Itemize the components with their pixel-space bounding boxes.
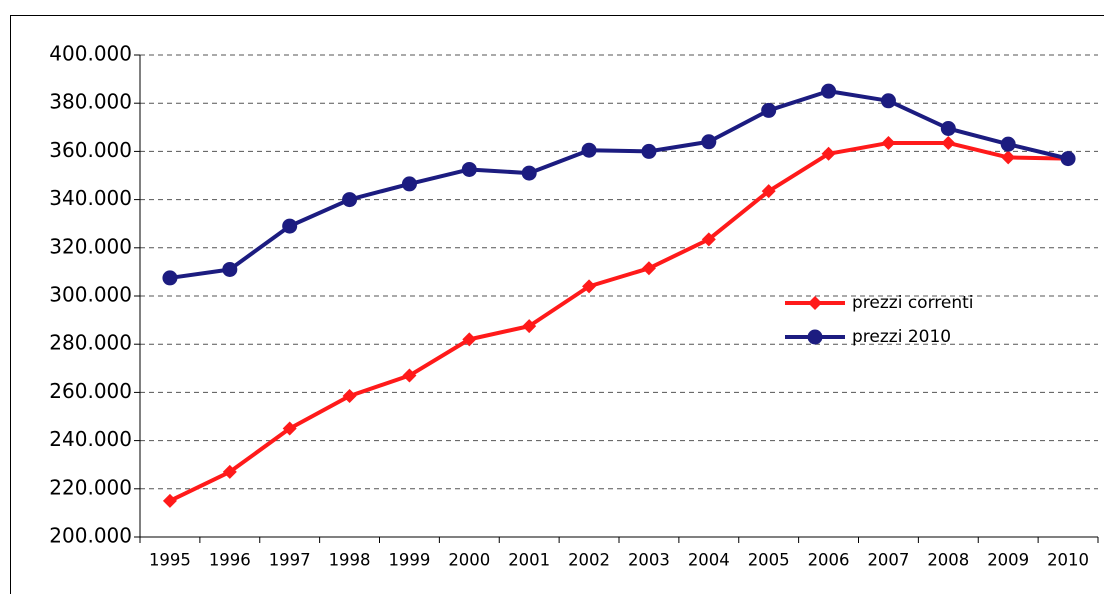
data-point — [641, 261, 656, 276]
data-point — [342, 192, 358, 208]
data-point — [821, 83, 837, 99]
x-tick-label: 1997 — [269, 551, 311, 570]
data-point — [402, 368, 417, 383]
y-tick-label: 200.000 — [49, 524, 132, 548]
y-tick-label: 320.000 — [49, 234, 132, 258]
series-line — [169, 140, 1069, 503]
y-tick-label: 280.000 — [49, 331, 132, 355]
data-point — [222, 261, 238, 277]
data-point — [282, 218, 298, 234]
y-tick-label: 240.000 — [49, 427, 132, 451]
data-point — [462, 332, 477, 347]
x-tick-label: 2002 — [568, 551, 610, 570]
x-tick-label: 1995 — [149, 551, 191, 570]
data-point — [941, 135, 956, 150]
y-tick-label: 260.000 — [49, 379, 132, 403]
legend-label: prezzi correnti — [852, 293, 974, 313]
x-tick-label: 1998 — [329, 551, 371, 570]
data-point — [282, 421, 297, 436]
data-point — [582, 279, 597, 294]
x-tick-label: 1999 — [388, 551, 430, 570]
data-point — [581, 142, 597, 158]
data-point — [521, 165, 537, 181]
y-tick-label: 380.000 — [49, 90, 132, 114]
x-tick-label: 2007 — [867, 551, 909, 570]
x-tick-label: 2001 — [508, 551, 550, 570]
data-point — [162, 493, 177, 508]
data-point — [162, 270, 178, 286]
legend-label: prezzi 2010 — [852, 327, 951, 347]
data-point — [701, 134, 717, 150]
x-tick-label: 2003 — [628, 551, 670, 570]
data-point — [401, 176, 417, 192]
x-tick-label: 2010 — [1047, 551, 1089, 570]
data-point — [522, 319, 537, 334]
data-point — [1001, 150, 1016, 165]
chart-frame — [10, 15, 1104, 594]
y-tick-label: 360.000 — [49, 138, 132, 162]
data-point — [761, 102, 777, 118]
data-point — [1000, 136, 1016, 152]
x-tick-label: 2004 — [688, 551, 730, 570]
data-point — [1060, 151, 1076, 167]
data-point — [461, 161, 477, 177]
legend-marker — [808, 296, 822, 310]
data-point — [940, 121, 956, 137]
x-tick-label: 2005 — [748, 551, 790, 570]
y-tick-label: 340.000 — [49, 186, 132, 210]
data-point — [881, 135, 896, 150]
data-point — [701, 232, 716, 247]
y-tick-label: 220.000 — [49, 475, 132, 499]
y-tick-label: 400.000 — [49, 42, 132, 66]
data-point — [342, 389, 357, 404]
y-tick-label: 300.000 — [49, 283, 132, 307]
x-tick-label: 2000 — [448, 551, 490, 570]
data-point — [222, 464, 237, 479]
data-point — [821, 146, 836, 161]
data-point — [641, 143, 657, 159]
x-tick-label: 1996 — [209, 551, 251, 570]
x-tick-label: 2006 — [808, 551, 850, 570]
data-point — [880, 93, 896, 109]
x-tick-label: 2009 — [987, 551, 1029, 570]
series-line — [169, 89, 1069, 280]
x-tick-label: 2008 — [927, 551, 969, 570]
data-point — [761, 184, 776, 199]
legend-marker — [807, 329, 823, 345]
